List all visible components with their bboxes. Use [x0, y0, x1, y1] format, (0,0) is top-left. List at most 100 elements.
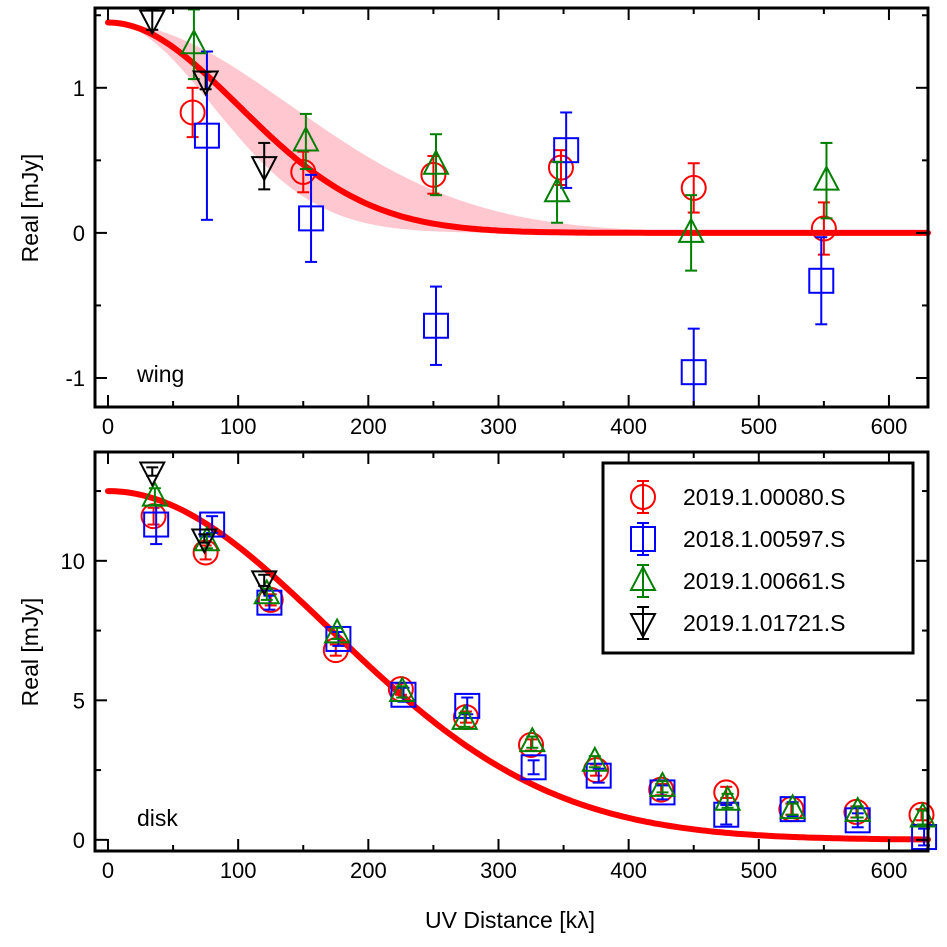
wing-data-point	[298, 173, 325, 263]
wing-model-curve	[105, 19, 931, 236]
triangle-down-marker	[138, 461, 166, 488]
square-marker	[143, 511, 170, 538]
wing-data-point	[680, 327, 707, 406]
disk-data-point	[450, 703, 479, 730]
y-tick-label: 1	[73, 76, 85, 101]
disk-series-triangle-up	[141, 480, 937, 828]
wing-series-triangle-down	[138, 8, 278, 191]
triangle-up-marker	[193, 525, 221, 552]
disk-axis-ticks: 0 100 200 300 400 500 600 0 5 10	[61, 452, 928, 883]
triangle-up-marker	[141, 480, 169, 507]
x-tick-label: 100	[220, 414, 257, 439]
legend-entry: 2019.1.00661.S	[629, 564, 845, 598]
x-tick-label: 300	[480, 858, 517, 883]
triangle-up-marker	[253, 578, 281, 605]
x-tick-label: 0	[102, 414, 114, 439]
triangle-up-marker	[778, 793, 807, 820]
legend-label: 2019.1.00080.S	[683, 484, 845, 510]
square-marker	[680, 359, 707, 386]
wing-model-line	[105, 19, 931, 236]
wing-data-point	[810, 201, 837, 256]
legend: 2019.1.00080.S 2018.1.00597.S 2019.1.00661…	[601, 461, 915, 655]
wing-data-point	[422, 133, 450, 197]
triangle-up-marker	[543, 176, 571, 203]
wing-y-axis-title: Real [mJy]	[17, 154, 43, 263]
triangle-up-marker	[292, 125, 320, 152]
disk-data-point	[713, 784, 742, 811]
wing-series-triangle-up	[180, 8, 841, 272]
square-marker	[553, 137, 580, 164]
y-tick-label: 0	[73, 828, 85, 853]
triangle-up-marker	[581, 745, 609, 772]
triangle-up-marker	[518, 726, 546, 753]
wing-data-point	[680, 162, 707, 214]
x-tick-label: 500	[740, 858, 777, 883]
x-tick-label: 500	[740, 414, 777, 439]
disk-data-point	[141, 480, 169, 507]
disk-data-point	[585, 762, 612, 789]
wing-data-point	[250, 141, 278, 191]
triangle-up-marker	[388, 676, 416, 702]
triangle-down-marker	[138, 9, 166, 36]
triangle-up-marker	[422, 148, 450, 175]
wing-data-points	[138, 8, 841, 406]
x-axis-title: UV Distance [kλ]	[425, 907, 595, 933]
wing-model-band	[108, 22, 928, 233]
triangle-up-marker	[648, 770, 677, 797]
square-marker	[585, 762, 612, 789]
square-marker	[423, 312, 450, 339]
disk-model-curve	[105, 488, 931, 843]
x-tick-label: 200	[350, 858, 387, 883]
wing-data-point	[808, 236, 835, 326]
y-tick-label: 0	[73, 221, 85, 246]
legend-label: 2018.1.00597.S	[683, 526, 845, 552]
x-tick-label: 0	[102, 858, 114, 883]
wing-data-point	[191, 70, 220, 97]
triangle-down-marker	[190, 528, 218, 555]
triangle-down-marker	[191, 70, 220, 97]
x-tick-label: 600	[871, 858, 908, 883]
disk-y-axis-title: Real [mJy]	[17, 598, 43, 707]
disk-data-point	[250, 570, 278, 597]
wing-data-point	[543, 160, 571, 224]
y-tick-label: -1	[65, 366, 85, 391]
wing-data-point	[292, 112, 320, 171]
disk-panel-label: disk	[137, 805, 178, 831]
square-marker	[520, 754, 547, 781]
disk-data-point	[138, 461, 166, 488]
square-marker	[713, 801, 740, 828]
wing-axis-ticks: 0 100 200 300 400 500 600 -1 0 1	[65, 8, 928, 439]
disk-data-point	[520, 754, 547, 781]
circle-marker	[290, 158, 317, 185]
x-tick-label: 300	[480, 414, 517, 439]
wing-data-point	[677, 194, 705, 272]
disk-data-point	[388, 676, 416, 702]
wing-uncertainty-band	[108, 22, 928, 233]
disk-series-triangle-down	[138, 461, 278, 597]
disk-data-point	[518, 726, 546, 753]
circle-marker	[810, 215, 837, 242]
triangle-up-marker	[180, 28, 208, 55]
triangle-up-marker	[713, 784, 742, 811]
square-marker	[193, 122, 220, 149]
disk-plot-frame	[93, 450, 930, 853]
square-marker	[454, 692, 481, 719]
triangle-up-marker	[844, 795, 872, 822]
disk-data-point	[844, 795, 872, 822]
legend-label: 2019.1.00661.S	[683, 568, 845, 594]
triangle-up-marker	[812, 164, 841, 191]
wing-panel: 0 100 200 300 400 500 600 -1 0 1 wing Real [mJy]	[17, 6, 931, 439]
x-tick-label: 200	[350, 414, 387, 439]
disk-data-point	[253, 578, 281, 605]
circle-marker	[547, 154, 574, 181]
wing-series-square	[193, 50, 835, 406]
disk-model-line	[105, 488, 931, 843]
y-tick-label: 5	[73, 688, 85, 713]
legend-entry: 2019.1.01721.S	[629, 606, 845, 640]
wing-data-point	[812, 141, 841, 220]
legend-circle-marker	[630, 484, 656, 510]
legend-entry: 2018.1.00597.S	[630, 522, 845, 556]
disk-data-points	[138, 461, 938, 851]
